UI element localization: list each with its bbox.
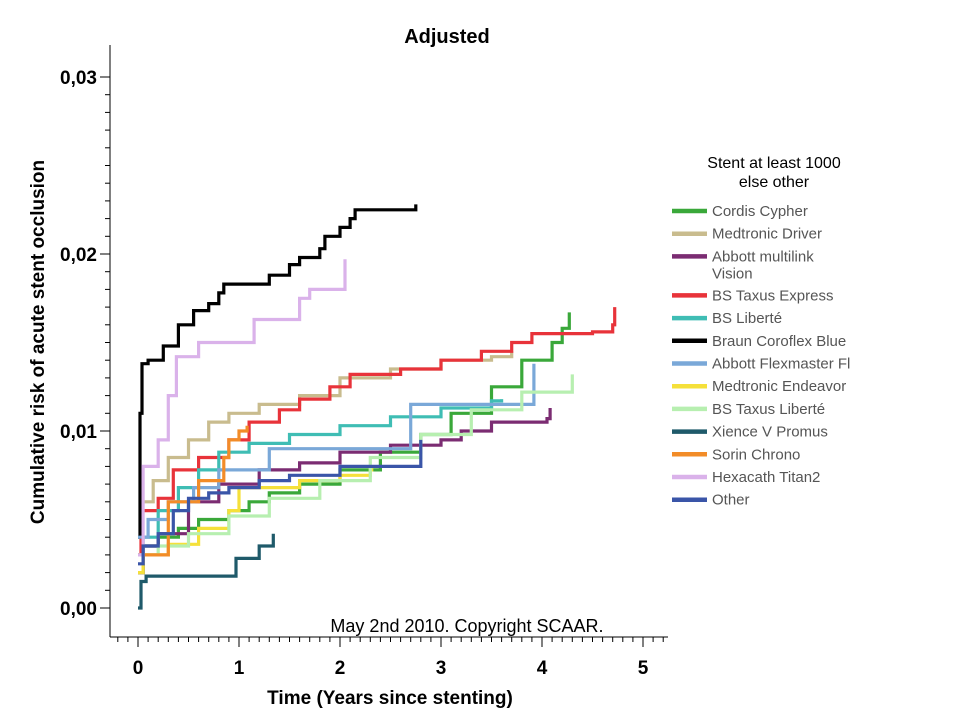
x-tick-label: 4: [537, 658, 548, 679]
legend: Stent at least 1000 else other Cordis Cy…: [672, 155, 850, 509]
series-line-hexacath-titan2: [138, 259, 347, 557]
x-tick-label: 5: [638, 658, 649, 679]
series-line-bs-taxus-express: [138, 307, 617, 557]
y-axis-label: Cumulative risk of acute stent occlusion: [28, 160, 49, 524]
y-tick-label: 0,01: [60, 422, 97, 443]
y-tick-label: 0,00: [60, 599, 97, 620]
y-ticks: 0,00 0,01 0,02 0,03: [60, 68, 110, 620]
legend-label: Abbott Flexmaster Fl: [712, 356, 850, 373]
x-tick-label: 0: [133, 658, 144, 679]
legend-label: Medtronic Driver: [712, 226, 822, 243]
series-line-other: [138, 439, 423, 566]
copyright-annotation: May 2nd 2010. Copyright SCAAR.: [330, 616, 603, 636]
series-line-bs-taxus-libert-: [138, 374, 574, 557]
x-tick-label: 2: [335, 658, 346, 679]
series-lines: [138, 204, 617, 610]
x-tick-label: 3: [436, 658, 447, 679]
x-ticks: 0 1 2 3 4 5: [117, 637, 664, 679]
legend-label: Medtronic Endeavor: [712, 378, 846, 395]
legend-label: Braun Coroflex Blue: [712, 333, 846, 350]
legend-label: BS Taxus Express: [712, 287, 833, 304]
chart-title: Adjusted: [404, 26, 490, 48]
legend-label: Other: [712, 492, 750, 509]
legend-label: Cordis Cypher: [712, 203, 808, 220]
series-line-abbott-flexmaster-fl: [138, 363, 536, 539]
legend-label: Sorin Chrono: [712, 446, 800, 463]
legend-label: BS Liberté: [712, 310, 782, 327]
legend-label: Abbott multilink Vision: [712, 248, 814, 282]
legend-label: BS Taxus Liberté: [712, 401, 825, 418]
plot-area: [138, 204, 617, 610]
y-tick-label: 0,03: [60, 68, 97, 89]
legend-label: Xience V Promus: [712, 424, 828, 441]
legend-label: Hexacath Titan2: [712, 469, 820, 486]
x-axis-label: Time (Years since stenting): [267, 688, 513, 709]
legend-title-line2: else other: [739, 174, 810, 191]
series-line-cordis-cypher: [138, 312, 571, 575]
series-line-braun-coroflex-blue: [138, 204, 418, 539]
series-line-sorin-chrono: [138, 425, 249, 557]
x-tick-label: 1: [234, 658, 245, 679]
y-tick-label: 0,02: [60, 245, 97, 266]
series-line-medtronic-driver: [138, 351, 514, 539]
series-line-bs-libert-: [138, 399, 504, 557]
legend-title-line1: Stent at least 1000: [707, 155, 841, 172]
legend-items: Cordis Cypher Medtronic Driver Abbott mult…: [672, 203, 850, 509]
series-line-xience-v-promus: [138, 533, 275, 610]
